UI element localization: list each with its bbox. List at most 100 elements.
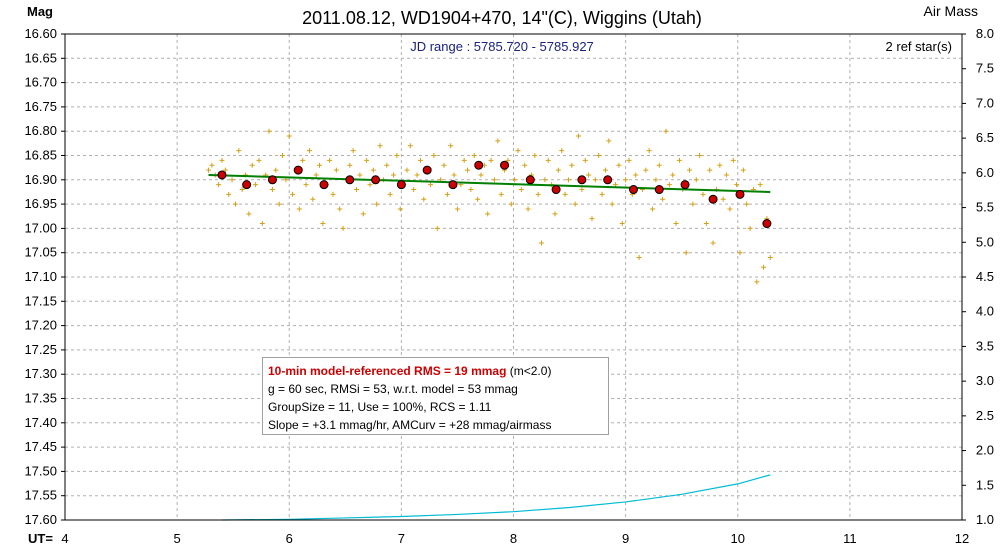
y2-tick-label: 1.5 (976, 477, 994, 492)
raw-point (740, 167, 746, 173)
y2-tick-label: 7.5 (976, 61, 994, 76)
raw-point (448, 143, 454, 149)
raw-point (636, 255, 642, 261)
raw-point (754, 279, 760, 285)
raw-point (609, 201, 615, 207)
y-tick-label: 16.75 (24, 99, 57, 114)
raw-point (599, 191, 605, 197)
y2-tick-label: 4.0 (976, 304, 994, 319)
raw-point (539, 240, 545, 246)
raw-point (350, 148, 356, 154)
raw-point (720, 196, 726, 202)
raw-point (377, 143, 383, 149)
raw-point (586, 172, 592, 178)
binned-point (293, 165, 303, 175)
raw-point (337, 206, 343, 212)
model-fit-line (208, 173, 771, 193)
y-tick-label: 16.70 (24, 75, 57, 90)
raw-point (535, 191, 541, 197)
raw-point (542, 177, 548, 183)
jd-range: JD range : 5785.720 - 5785.927 (410, 39, 594, 54)
y2-tick-label: 2.5 (976, 408, 994, 423)
raw-point (364, 157, 370, 163)
y2-tick-label: 8.0 (976, 26, 994, 41)
raw-point (236, 148, 242, 154)
airmass-curve (221, 474, 771, 521)
raw-point (327, 157, 333, 163)
raw-point (414, 172, 420, 178)
raw-point (222, 167, 228, 173)
raw-point (626, 157, 632, 163)
raw-point (666, 182, 672, 188)
raw-point (532, 153, 538, 158)
right-axis-label: Air Mass (924, 3, 978, 19)
raw-point (475, 196, 481, 202)
raw-point (518, 187, 524, 193)
airmass-line (221, 474, 771, 521)
plot-frame (64, 33, 963, 521)
y-tick-label: 16.90 (24, 172, 57, 187)
raw-point (303, 182, 309, 188)
raw-point (434, 225, 440, 231)
raw-point (209, 162, 215, 168)
raw-point (397, 206, 403, 212)
raw-point (404, 167, 410, 173)
raw-point (206, 167, 212, 173)
binned-point (371, 175, 381, 185)
tick-labels: 4 5 6 7 8 9 10 11 12 16.60 16.65 16.70 16.75 16.80 16.… (24, 26, 994, 546)
y-tick-label: 16.95 (24, 196, 57, 211)
binned-point (396, 180, 406, 190)
raw-point (333, 167, 339, 173)
y-tick-label: 16.85 (24, 148, 57, 163)
y-tick-label: 17.45 (24, 439, 57, 454)
raw-point (559, 148, 565, 154)
raw-point (592, 177, 598, 183)
x-tick-label: 11 (843, 531, 857, 546)
raw-point (646, 148, 652, 154)
y-tick-label: 17.40 (24, 415, 57, 430)
raw-point (498, 191, 504, 197)
stats-line-3: GroupSize = 11, Use = 100%, RCS = 1.11 (268, 400, 492, 414)
raw-point (744, 201, 750, 207)
y-tick-label: 17.05 (24, 245, 57, 260)
x-tick-label: 7 (398, 531, 405, 546)
raw-point (485, 211, 491, 217)
raw-point (347, 162, 353, 168)
raw-point (219, 157, 225, 163)
raw-point (747, 225, 753, 231)
left-axis-label: Mag (27, 4, 53, 19)
binned-points (217, 160, 772, 229)
raw-point (317, 162, 323, 168)
y2-tick-label: 3.0 (976, 373, 994, 388)
raw-point (367, 182, 373, 188)
raw-point (572, 201, 578, 207)
y2-tick-label: 7.0 (976, 95, 994, 110)
binned-point (319, 180, 329, 190)
raw-point (256, 157, 262, 163)
binned-point (762, 219, 772, 229)
raw-point (411, 187, 417, 193)
raw-point (491, 177, 497, 183)
raw-point (660, 196, 666, 202)
raw-point (461, 157, 467, 163)
binned-point (217, 170, 227, 180)
x-tick-label: 12 (955, 531, 969, 546)
raw-point (488, 157, 494, 163)
y-tick-label: 16.80 (24, 123, 57, 138)
ref-stars: 2 ref star(s) (886, 39, 952, 54)
raw-point (296, 206, 302, 212)
raw-point (552, 211, 558, 217)
binned-point (242, 180, 252, 190)
raw-points (206, 128, 773, 285)
raw-point (690, 201, 696, 207)
chart-title: 2011.08.12, WD1904+470, 14"(C), Wiggins … (302, 8, 702, 28)
raw-point (653, 177, 659, 183)
raw-point (579, 187, 585, 193)
raw-point (569, 162, 575, 168)
raw-point (444, 191, 450, 197)
raw-point (643, 167, 649, 173)
raw-point (421, 196, 427, 202)
x-tick-label: 10 (731, 531, 745, 546)
binned-point (267, 175, 277, 185)
raw-point (495, 138, 501, 144)
